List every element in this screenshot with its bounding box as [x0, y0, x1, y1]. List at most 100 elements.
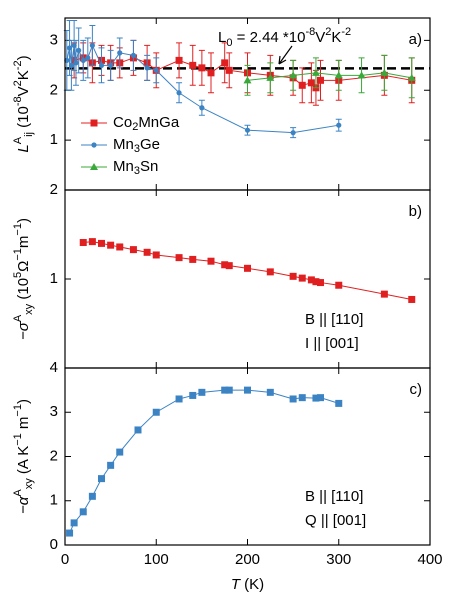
marker: [225, 386, 233, 394]
marker: [152, 408, 160, 416]
legend-label: Mn3Sn: [113, 158, 158, 177]
marker: [335, 399, 343, 407]
y-tick-label: 3: [50, 31, 58, 48]
marker: [189, 391, 197, 399]
marker: [116, 448, 124, 456]
marker: [198, 388, 206, 396]
marker: [225, 262, 233, 270]
text-part: 2: [325, 26, 331, 38]
marker: [311, 68, 320, 76]
marker: [107, 241, 115, 249]
marker: [317, 76, 324, 84]
text-part: m: [15, 236, 32, 249]
marker: [175, 395, 183, 403]
marker: [70, 519, 78, 527]
marker: [66, 45, 73, 51]
text-part: (10: [15, 106, 32, 132]
marker: [66, 529, 74, 537]
y-tick-label: 4: [50, 359, 58, 376]
marker: [289, 395, 297, 403]
marker: [298, 81, 306, 89]
marker: [244, 264, 251, 272]
marker: [79, 239, 87, 247]
marker: [357, 71, 366, 79]
marker: [175, 254, 183, 262]
marker: [335, 281, 343, 289]
series-line: [66, 44, 339, 134]
note: B || [110]: [305, 488, 363, 505]
marker: [90, 119, 98, 127]
text-part: ij: [23, 132, 35, 137]
marker: [266, 388, 274, 396]
marker: [107, 461, 115, 469]
panel-label: c): [410, 381, 423, 398]
text-part: A: [12, 489, 24, 497]
text-part: 2: [12, 80, 24, 86]
marker: [298, 274, 306, 282]
marker: [298, 394, 306, 402]
panel-label: a): [409, 31, 422, 48]
marker: [289, 71, 298, 79]
text-part: (A K: [15, 446, 32, 479]
marker: [307, 79, 315, 87]
x-tick-label: 100: [144, 551, 169, 568]
text-part: T: [231, 576, 242, 593]
text-part: xy: [23, 478, 35, 490]
marker: [175, 56, 183, 64]
text-part: = 2.44 *10: [232, 29, 305, 46]
marker: [91, 142, 97, 148]
y-axis-label: −σAxy (105Ω−1m−1): [12, 218, 35, 340]
y-tick-label: 2: [50, 81, 58, 98]
y-tick-label: 0: [50, 536, 58, 553]
marker: [244, 127, 251, 133]
marker: [380, 290, 388, 298]
text-part: −1: [12, 223, 24, 236]
marker: [198, 64, 206, 72]
text-part: A: [12, 314, 24, 322]
text-part: -2: [341, 26, 351, 38]
marker: [129, 246, 137, 254]
marker: [80, 57, 86, 63]
y-tick-label: 2: [50, 181, 58, 198]
marker: [221, 386, 229, 394]
marker: [98, 239, 105, 247]
annotation: L0 = 2.44 *10-8V2K-2: [218, 26, 351, 49]
y-tick-label: 1: [50, 492, 58, 509]
y-tick-label: 2: [50, 447, 58, 464]
text-part: Ω: [15, 261, 32, 272]
text-part: -2: [12, 60, 24, 70]
text-part: 5: [12, 272, 24, 278]
text-part: (K): [240, 576, 264, 593]
text-part: ): [15, 399, 32, 404]
marker: [88, 492, 96, 500]
marker: [243, 76, 252, 84]
marker: [71, 42, 77, 49]
note: B || [110]: [305, 311, 363, 328]
marker: [89, 42, 95, 49]
marker: [152, 251, 160, 259]
marker: [143, 248, 151, 256]
marker: [225, 66, 233, 74]
marker: [312, 394, 320, 402]
marker: [207, 257, 215, 265]
plot-frame: [64, 367, 431, 546]
marker: [290, 130, 296, 136]
legend-label: Mn3Ge: [113, 136, 160, 155]
marker: [334, 71, 343, 79]
marker: [76, 47, 82, 54]
text-part: L: [218, 29, 226, 46]
arrow: [278, 45, 293, 65]
marker: [88, 238, 96, 246]
marker: [207, 69, 215, 77]
marker: [312, 278, 320, 286]
marker: [317, 279, 324, 287]
y-axis-label: LAij (10-8V2K-2): [12, 55, 35, 152]
text-part: −α: [15, 496, 32, 514]
text-part: L: [15, 144, 32, 152]
x-tick-label: 400: [417, 551, 442, 568]
note: Q || [001]: [305, 512, 366, 529]
text-part: ): [15, 218, 32, 223]
marker: [108, 62, 114, 68]
y-tick-label: 1: [50, 131, 58, 148]
